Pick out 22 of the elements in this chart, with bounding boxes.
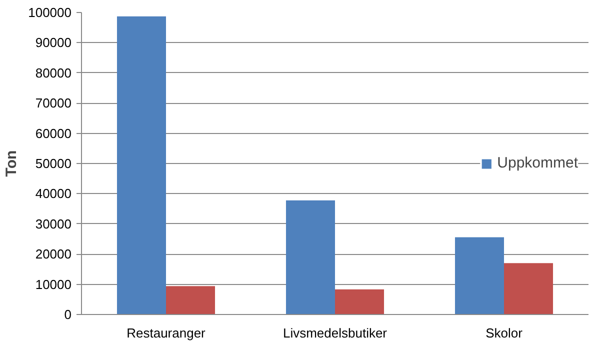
x-tick-label: Restauranger	[126, 326, 206, 340]
bar	[454, 237, 504, 314]
y-tick-label: 100000	[28, 5, 72, 20]
y-tick-label: 80000	[35, 65, 72, 80]
y-tick-label: 40000	[35, 186, 72, 202]
y-axis-title: Ton	[3, 150, 20, 177]
bar	[286, 200, 335, 314]
y-tick-label: 90000	[35, 35, 72, 50]
bar	[166, 286, 216, 314]
x-tick-label: Skolor	[486, 326, 524, 340]
y-tick-label: 60000	[35, 126, 72, 141]
y-tick-label: 0	[64, 307, 72, 322]
y-tick-label: 50000	[35, 156, 72, 171]
y-tick-label: 70000	[35, 96, 72, 111]
bar	[504, 263, 554, 314]
x-tick-label: Livsmedelsbutiker	[282, 326, 388, 340]
y-tick-label: 20000	[35, 246, 72, 262]
bar	[335, 289, 384, 314]
legend-label: Uppkommet	[497, 154, 578, 172]
y-tick-label: 10000	[35, 276, 72, 292]
bar	[116, 16, 166, 314]
y-tick-label: 30000	[35, 216, 72, 232]
